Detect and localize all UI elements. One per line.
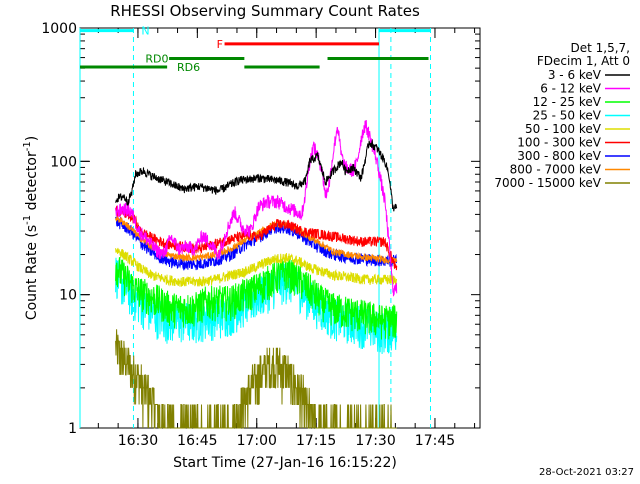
legend-entry-label: 25 - 50 keV — [533, 109, 602, 123]
legend-header-line-1: Det 1,5,7, — [571, 41, 631, 55]
y-tick-label: 1 — [68, 421, 77, 437]
x-tick-label: 17:00 — [237, 433, 277, 449]
state-bar-label: F — [217, 38, 223, 51]
x-tick-label: 16:30 — [118, 433, 158, 449]
legend-entry-label: 50 - 100 keV — [525, 122, 602, 136]
y-axis-label: Count Rate (s-1 detector-1) — [22, 136, 40, 320]
series-line-5 — [115, 247, 398, 287]
series-line-7 — [115, 215, 398, 271]
y-tick-label: 1000 — [41, 21, 77, 37]
y-tick-label: 100 — [50, 154, 77, 170]
y-axis-label-sup: -1 — [22, 215, 33, 225]
state-bar-label: N — [141, 25, 149, 38]
y-axis-label-prefix: Count Rate (s — [24, 225, 40, 320]
legend-entry-label: 100 - 300 keV — [517, 136, 601, 150]
chart-title: RHESSI Observing Summary Count Rates — [110, 2, 420, 20]
series-line-2 — [115, 119, 398, 297]
legend-entry-label: 300 - 800 keV — [517, 149, 601, 163]
state-bar-label: RD6 — [177, 61, 200, 74]
legend-entry-label: 7000 - 15000 keV — [494, 176, 601, 190]
series-line-3 — [115, 257, 398, 340]
plot-layer: 1 10 100 1000 16:30 16:45 17:00 17:15 17:30 17:45… — [41, 21, 481, 449]
series-line-9 — [115, 329, 397, 429]
x-tick-label: 17:15 — [296, 433, 336, 449]
legend-entry-label: 3 - 6 keV — [548, 68, 602, 82]
legend-header-line-2: FDecim 1, Att 0 — [537, 54, 630, 68]
x-tick-label: 17:30 — [355, 433, 395, 449]
footer-timestamp: 28-Oct-2021 03:27 — [539, 467, 634, 478]
series-line-1 — [115, 138, 398, 212]
x-axis-label: Start Time (27-Jan-16 16:15:22) — [173, 455, 397, 471]
y-axis-label-sup-2: -1 — [22, 141, 33, 151]
legend-entry-label: 12 - 25 keV — [533, 95, 602, 109]
y-axis-label-suffix: ) — [24, 136, 40, 141]
state-bar-label: RD0 — [145, 53, 168, 66]
series-line-6 — [115, 205, 398, 271]
y-axis-label-mid: detector — [24, 151, 40, 215]
legend-entry-label: 6 - 12 keV — [540, 82, 602, 96]
y-tick-label: 10 — [59, 288, 77, 304]
x-tick-label: 16:45 — [177, 433, 217, 449]
legend-entry-label: 800 - 7000 keV — [510, 163, 602, 177]
x-tick-label: 17:45 — [415, 433, 455, 449]
